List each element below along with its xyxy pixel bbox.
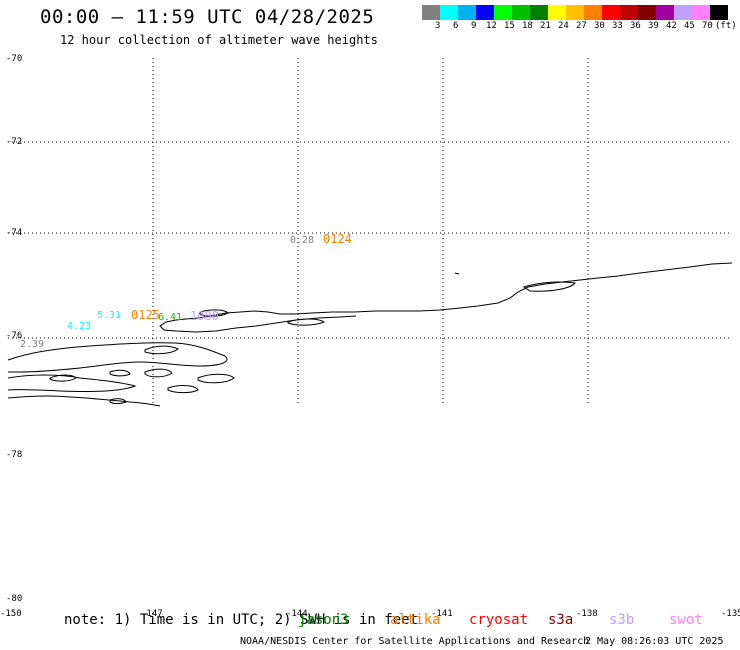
color-scale-label: 70 — [702, 21, 713, 31]
color-swatch — [692, 5, 710, 20]
wave-height-value: 2.39 — [20, 339, 44, 350]
latitude-label: -76 — [6, 331, 22, 341]
ice-rise-outline — [109, 369, 131, 377]
ice-rise-outline — [49, 374, 77, 382]
agency-credit: NOAA/NESDIS Center for Satellite Applica… — [240, 636, 590, 647]
ice-rise-outline — [167, 385, 199, 394]
longitude-label: -141 — [431, 609, 453, 619]
color-swatch — [458, 5, 476, 20]
color-scale-label: 30 — [594, 21, 605, 31]
color-scale-bar — [422, 5, 728, 20]
longitude-label: -144 — [286, 609, 308, 619]
ice-rise-outline — [199, 309, 229, 317]
color-scale-label: 33 — [612, 21, 623, 31]
latitude-label: -78 — [6, 450, 22, 460]
generated-timestamp: 2 May 08:26:03 UTC 2025 — [585, 636, 724, 647]
latitude-label: -80 — [6, 594, 22, 604]
wave-height-value: 5.31 — [97, 310, 121, 321]
coastline-south-edge — [7, 395, 161, 407]
coastline-main — [159, 262, 733, 333]
coastline — [7, 262, 733, 407]
color-scale-label: 42 — [666, 21, 677, 31]
color-swatch — [566, 5, 584, 20]
pass-time-label: 0124 — [323, 232, 352, 246]
latitude-label: -70 — [6, 54, 22, 64]
ice-rise-outline — [197, 373, 235, 384]
longitude-label: -135 — [721, 609, 740, 619]
color-swatch — [440, 5, 458, 20]
color-swatch — [674, 5, 692, 20]
color-swatch — [602, 5, 620, 20]
island-outline — [522, 281, 576, 292]
color-scale-label: 3 — [435, 21, 441, 31]
ice-rise-outline — [144, 345, 179, 355]
wave-height-value: 0.28 — [290, 235, 314, 246]
color-swatch — [638, 5, 656, 20]
color-scale-label: 45 — [684, 21, 695, 31]
ice-rise-outline — [287, 318, 326, 326]
color-swatch — [530, 5, 548, 20]
color-swatch — [548, 5, 566, 20]
longitude-label: -138 — [576, 609, 598, 619]
color-swatch — [710, 5, 728, 20]
mission-legend-altika: altika — [390, 612, 441, 628]
island-outline — [454, 272, 460, 275]
color-scale-label: 9 — [471, 21, 477, 31]
latitude-label: -72 — [6, 137, 22, 147]
map-title: 00:00 – 11:59 UTC 04/28/2025 — [40, 6, 375, 28]
color-scale-label: 36 — [630, 21, 641, 31]
coastline-west-south — [7, 374, 137, 392]
color-swatch — [656, 5, 674, 20]
color-scale-label: 15 — [504, 21, 515, 31]
wave-height-value: 6.41 — [158, 312, 182, 323]
color-scale-label: 6 — [453, 21, 459, 31]
mission-legend-s3b: s3b — [609, 612, 635, 628]
mission-legend-cryosat: cryosat — [469, 612, 529, 628]
units-note: note: 1) Time is in UTC; 2) SWH is in fe… — [64, 612, 419, 628]
latitude-label: -74 — [6, 228, 22, 238]
graticule — [8, 58, 732, 406]
ice-rise-outline — [109, 398, 127, 404]
color-scale-labels: 3 6 9 12 15 18 21 24 27 30 33 36 39 42 4… — [422, 21, 740, 33]
color-scale-unit: (ft) — [715, 21, 737, 31]
wave-height-value: 4.23 — [67, 321, 91, 332]
color-swatch — [494, 5, 512, 20]
color-scale-label: 18 — [522, 21, 533, 31]
color-swatch — [512, 5, 530, 20]
color-scale-label: 39 — [648, 21, 659, 31]
longitude-labels: -150 -147 -144 -141 -138 -135 — [0, 609, 740, 619]
color-swatch — [422, 5, 440, 20]
color-swatch — [476, 5, 494, 20]
color-scale-label: 12 — [486, 21, 497, 31]
pass-time-label: 1000 — [190, 309, 219, 323]
wave-height-observations: 0.28 0124 5.31 0125 6.41 1000 4.23 2.39 — [20, 232, 352, 350]
longitude-label: -147 — [141, 609, 163, 619]
mission-legend-s3a: s3a — [548, 612, 574, 628]
color-scale-label: 27 — [576, 21, 587, 31]
map-subtitle: 12 hour collection of altimeter wave hei… — [60, 33, 378, 47]
pass-time-label: 0125 — [131, 308, 160, 322]
color-swatch — [584, 5, 602, 20]
color-scale-label: 24 — [558, 21, 569, 31]
latitude-labels: -70 -72 -74 -76 -78 -80 — [6, 54, 22, 604]
coastline-west — [7, 342, 228, 373]
longitude-label: -150 — [0, 609, 22, 619]
mission-legend-swot: swot — [669, 612, 703, 628]
mission-legend-jason3: jason3 — [298, 612, 349, 628]
color-scale-label: 21 — [540, 21, 551, 31]
ice-rise-outline — [144, 368, 173, 378]
color-swatch — [620, 5, 638, 20]
